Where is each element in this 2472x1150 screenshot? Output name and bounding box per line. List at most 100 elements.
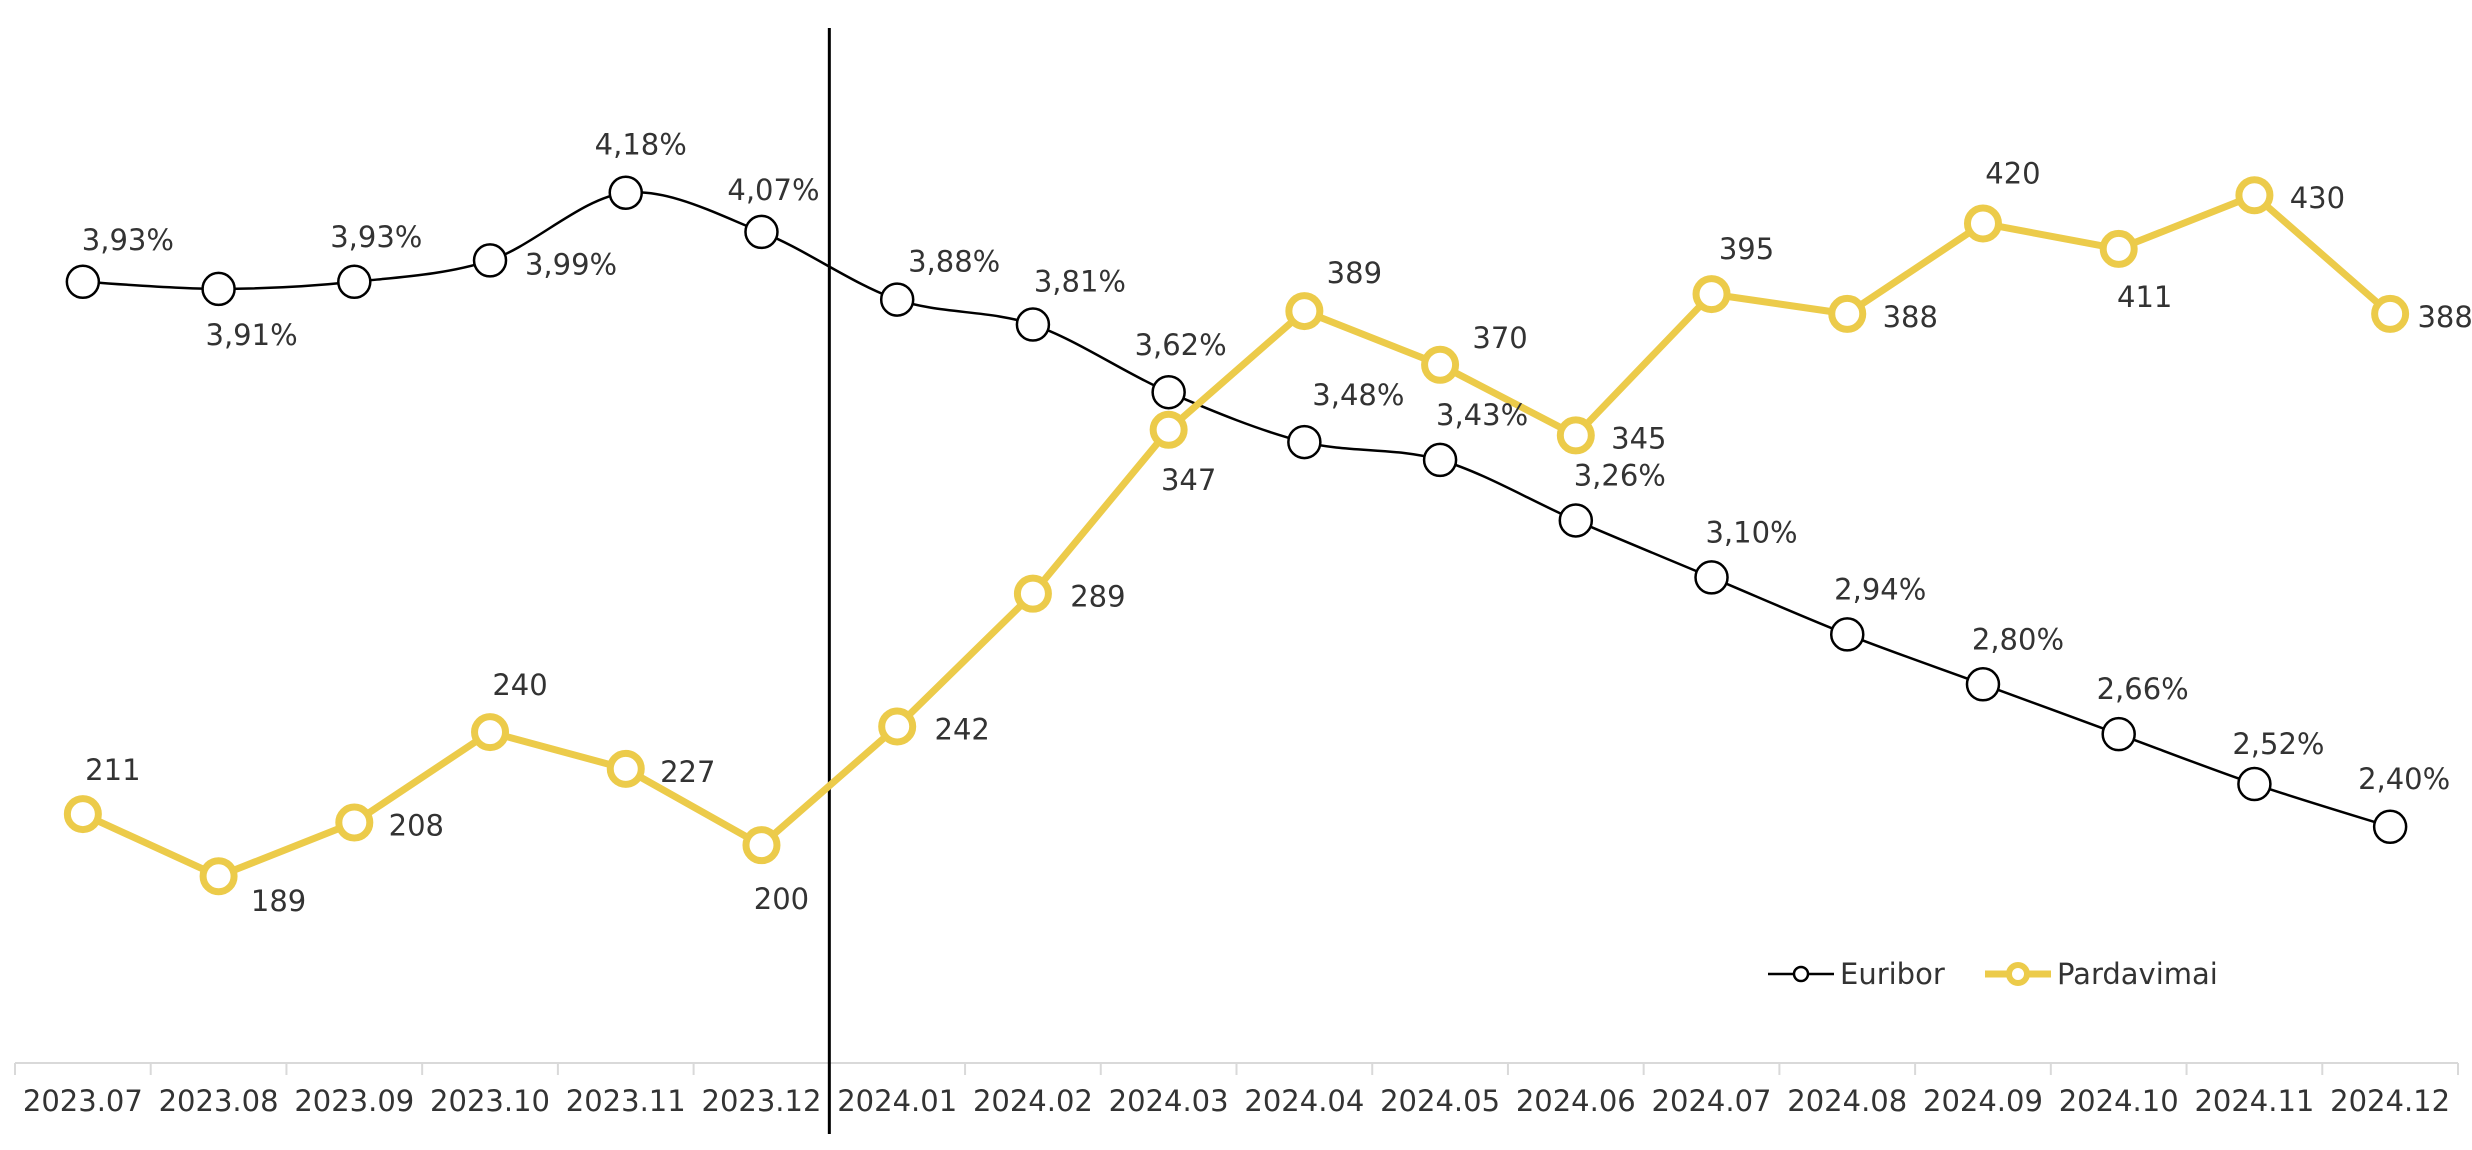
data-label-pardavimai: 395 [1719,232,1774,266]
x-tick-label: 2024.08 [1787,1084,1907,1118]
data-point-pardavimai [335,803,374,842]
x-tick-label: 2023.10 [430,1084,550,1118]
data-label-pardavimai: 189 [251,884,306,918]
x-tick-label: 2024.12 [2330,1084,2450,1118]
data-point-pardavimai [1013,574,1052,613]
data-label-euribor: 3,43% [1436,398,1528,432]
data-label-pardavimai: 227 [660,755,715,789]
data-label-pardavimai: 345 [1611,421,1666,455]
data-label-pardavimai: 420 [1985,156,2040,190]
x-tick-label: 2024.03 [1109,1084,1229,1118]
data-point-euribor [1015,307,1051,342]
data-label-pardavimai: 208 [389,809,444,843]
data-label-pardavimai: 430 [2290,181,2345,215]
data-point-pardavimai [2371,294,2410,333]
data-point-euribor [65,264,101,300]
data-point-pardavimai [742,826,781,865]
data-label-pardavimai: 289 [1070,580,1125,614]
data-label-euribor: 2,94% [1834,572,1926,606]
legend-item-pardavimai: Pardavimai [1985,957,2218,991]
series-layer [63,175,2410,896]
data-label-pardavimai: 347 [1161,463,1216,497]
data-label-pardavimai: 370 [1472,321,1527,355]
x-axis: 2023.07 2023.08 2023.09 2023.10 2023.11 2023.… [14,1062,2459,1118]
data-label-euribor: 3,48% [1312,378,1404,412]
data-point-pardavimai [1963,204,2002,243]
data-point-euribor [337,264,372,300]
data-label-pardavimai: 389 [1327,256,1382,290]
data-label-euribor: 3,93% [82,223,174,257]
data-point-pardavimai [1828,294,1867,333]
data-point-pardavimai [2099,229,2138,268]
data-label-pardavimai: 242 [935,712,990,746]
x-tick-label: 2024.10 [2059,1084,2179,1118]
data-label-euribor: 2,52% [2232,727,2324,761]
data-label-euribor: 3,93% [330,220,422,254]
data-label-euribor: 2,40% [2358,762,2450,796]
series-line-pardavimai [79,191,2394,880]
data-point-euribor [608,175,643,210]
data-point-euribor [879,282,915,317]
x-tick-label: 2024.05 [1380,1084,1500,1118]
legend-swatch-marker [1792,965,1810,983]
data-label-pardavimai: 200 [754,882,809,916]
data-label-euribor: 4,07% [727,173,819,207]
data-point-euribor [1558,503,1594,538]
data-label-euribor: 4,18% [595,128,687,162]
data-point-pardavimai [1285,292,1324,331]
data-label-euribor: 2,80% [1972,622,2064,656]
data-point-euribor [744,214,779,250]
data-point-euribor [1287,424,1322,460]
data-point-pardavimai [199,857,238,896]
x-tick-label: 2024.06 [1516,1084,1636,1118]
x-tick-label: 2024.09 [1923,1084,2043,1118]
series-euribor [65,175,2408,845]
data-label-euribor: 3,81% [1034,265,1126,299]
data-point-euribor [2372,809,2408,845]
x-tick-label: 2024.04 [1244,1084,1364,1118]
data-label-euribor: 2,66% [2097,672,2189,706]
data-label-euribor: 3,10% [1705,515,1797,549]
data-point-pardavimai [1692,275,1731,314]
data-label-euribor: 3,99% [525,247,617,281]
data-label-pardavimai: 411 [2117,280,2172,314]
x-tick-label: 2024.02 [973,1084,1093,1118]
data-label-euribor: 3,62% [1135,328,1227,362]
data-point-pardavimai [606,749,645,788]
legend-item-euribor: Euribor [1768,957,1945,991]
data-point-euribor [1422,442,1458,478]
data-point-pardavimai [1149,410,1188,449]
legend-label: Pardavimai [2057,957,2218,991]
data-label-pardavimai: 388 [1883,300,1938,334]
data-point-euribor [201,271,236,307]
data-point-pardavimai [878,707,917,746]
data-point-pardavimai [63,795,102,834]
data-label-pardavimai: 388 [2417,300,2472,334]
x-tick-label: 2023.07 [23,1084,143,1118]
data-point-pardavimai [1556,416,1595,455]
data-point-euribor [1151,374,1186,410]
legend: Euribor Pardavimai [1768,957,2218,991]
data-point-euribor [1965,667,2001,702]
x-tick-label: 2023.09 [294,1084,414,1118]
series-pardavimai [63,176,2410,896]
x-tick-label: 2023.08 [159,1084,279,1118]
data-point-euribor [472,243,508,278]
data-label-euribor: 3,26% [1574,458,1666,492]
data-point-pardavimai [2235,176,2274,215]
data-point-euribor [2101,716,2136,752]
data-label-euribor: 3,88% [908,245,1000,279]
data-point-euribor [2237,766,2272,802]
data-point-euribor [1830,617,1865,652]
data-point-euribor [1694,560,1729,595]
data-point-pardavimai [1421,345,1460,384]
data-labels: 3,93% 3,91% 3,93% 3,99% 4,18% 4,07% 3,88% 3,81%… [82,128,2472,918]
legend-swatch-marker [2006,962,2030,986]
series-line-euribor [81,190,2392,829]
data-label-euribor: 3,91% [206,318,298,352]
data-point-pardavimai [471,713,510,752]
legend-label: Euribor [1840,957,1945,991]
data-label-pardavimai: 240 [492,668,547,702]
